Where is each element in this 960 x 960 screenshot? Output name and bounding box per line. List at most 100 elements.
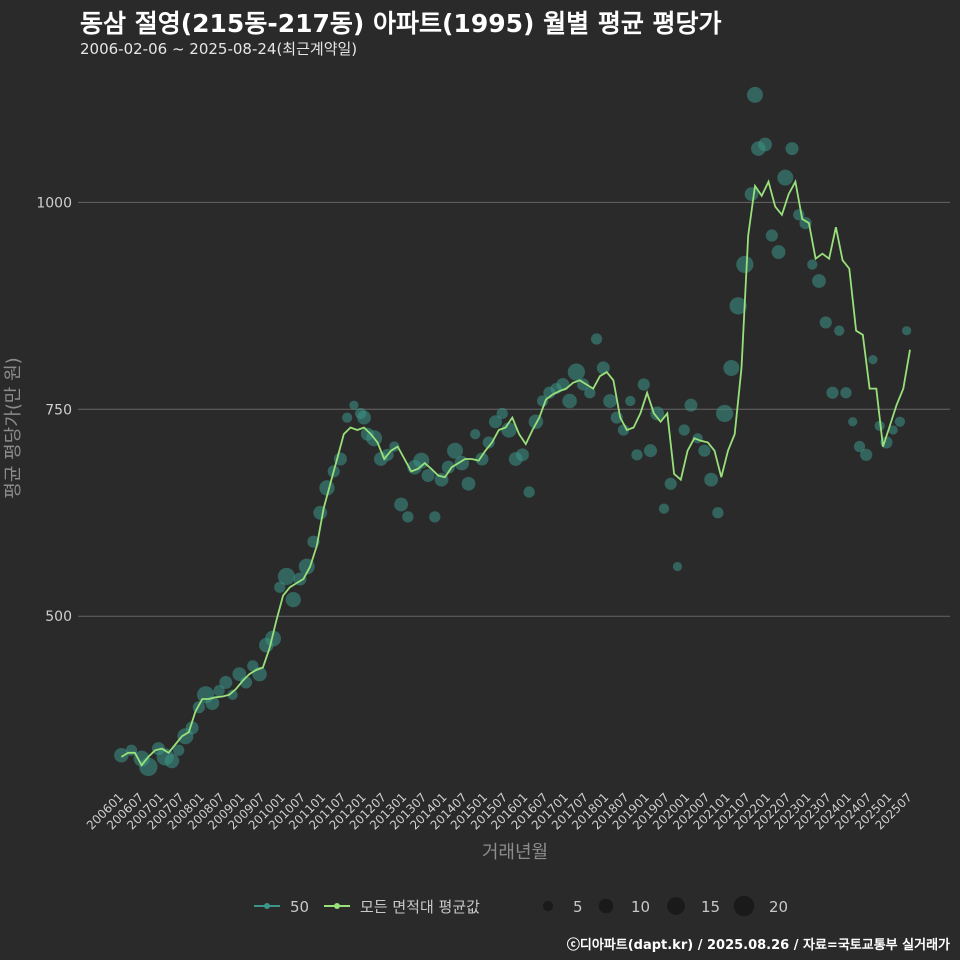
scatter-point	[672, 561, 683, 572]
scatter-point	[562, 393, 577, 409]
x-axis-title: 거래년월	[482, 842, 548, 863]
scatter-point	[826, 386, 839, 399]
scatter-point	[488, 415, 502, 429]
scatter-point	[475, 452, 489, 466]
y-tick-labels: 500 750 1000	[36, 195, 72, 625]
size-legend-circle	[598, 898, 614, 914]
scatter-point	[357, 410, 371, 425]
scatter-point	[664, 477, 677, 490]
y-tick-label: 750	[45, 402, 72, 418]
legend-label-50: 50	[290, 898, 309, 916]
scatter-point	[501, 422, 517, 438]
scatter-point	[758, 137, 772, 152]
scatter-point	[523, 486, 535, 498]
y-tick-label: 1000	[36, 195, 72, 211]
scatter-point	[888, 425, 898, 435]
grid-layer	[78, 201, 950, 617]
scatter-point	[765, 229, 778, 242]
scatter-point	[173, 744, 185, 756]
scatter-point	[853, 440, 866, 453]
scatter-point	[684, 398, 698, 412]
scatter-point	[447, 442, 463, 459]
scatter-point	[812, 274, 826, 288]
y-tick-label: 500	[45, 609, 72, 625]
size-legend-label: 5	[573, 898, 583, 916]
scatter-point	[114, 747, 129, 763]
scatter-point	[274, 581, 286, 593]
scatter-point	[819, 316, 832, 329]
legend-dot-50	[264, 903, 270, 909]
scatter-point	[650, 406, 665, 421]
y-axis-title: 평균 평당가(만 원)	[3, 357, 24, 498]
scatter-point	[421, 469, 435, 483]
scatter-point	[277, 567, 296, 586]
scatter-point	[213, 685, 225, 697]
scatter-point	[394, 497, 408, 512]
scatter-point	[584, 387, 596, 399]
size-legend-label: 10	[631, 898, 650, 916]
scatter-point	[567, 363, 585, 381]
scatter-point	[496, 407, 508, 420]
scatter-point	[874, 420, 885, 432]
scatter-point	[470, 428, 481, 440]
legend: 50 모든 면적대 평균값 5 10 15 20	[254, 895, 788, 917]
size-legend-circle	[733, 895, 755, 917]
scatter-point	[482, 436, 495, 449]
scatter-point	[590, 333, 603, 345]
scatter-point	[712, 507, 724, 519]
legend-dot-average	[334, 903, 340, 909]
size-legend-label: 20	[769, 898, 788, 916]
scatter-point	[164, 753, 180, 769]
size-legend-label: 15	[701, 898, 720, 916]
scatter-point	[461, 476, 476, 491]
scatter-point	[537, 395, 549, 407]
size-legend-circle	[667, 897, 685, 915]
scatter-point	[848, 417, 858, 427]
chart-subtitle: 2006-02-06 ~ 2025-08-24(최근계약일)	[80, 40, 358, 58]
scatter-point	[429, 511, 441, 523]
chart-title: 동삼 절영(215동-217동) 아파트(1995) 월별 평균 평당가	[80, 9, 722, 38]
scatter-point	[402, 511, 414, 523]
scatter-point	[625, 395, 636, 407]
scatter-point	[227, 689, 238, 700]
scatter-point	[868, 355, 878, 365]
size-legend-circle	[542, 900, 554, 912]
scatter-point	[631, 449, 643, 461]
scatter-point	[698, 444, 711, 457]
scatter-point	[747, 86, 763, 103]
scatter-point	[729, 297, 747, 315]
legend-item-average: 모든 면적대 평균값	[324, 898, 480, 916]
average-price-line	[120, 179, 911, 767]
scatter-point	[637, 378, 650, 391]
scatter-point	[389, 441, 400, 452]
scatter-point	[716, 404, 734, 423]
scatter-point	[771, 245, 786, 259]
scatter-point	[643, 444, 657, 458]
scatter-point	[894, 416, 906, 427]
scatter-point	[785, 142, 799, 156]
scatter-point	[902, 326, 912, 336]
scatter-point	[528, 414, 544, 429]
scatter-point	[139, 757, 158, 777]
scatter-point	[736, 255, 754, 274]
scatter-point	[285, 592, 301, 608]
scatter-point	[658, 503, 670, 514]
scatter-point	[441, 460, 455, 474]
source-caption: ⓒ디아파트(dapt.kr) / 2025.08.26 / 자료=국토교통부 실…	[566, 938, 950, 953]
scatter-point	[834, 325, 845, 336]
scatter-point	[704, 472, 719, 487]
scatter-point	[603, 394, 617, 408]
scatter-point	[349, 400, 359, 410]
scatter-point	[723, 359, 740, 376]
x-tick-labels: 2006012006072007012007072008012008072009…	[84, 790, 915, 832]
scatter-point	[807, 259, 818, 270]
legend-item-50: 50	[254, 898, 309, 916]
scatter-point	[840, 387, 852, 399]
scatter-point	[313, 505, 328, 520]
scatter-point	[777, 169, 794, 186]
scatter-point	[342, 412, 353, 423]
scatter-point	[515, 448, 529, 462]
size-legend: 5 10 15 20	[542, 895, 788, 917]
scatter-point	[678, 424, 690, 436]
